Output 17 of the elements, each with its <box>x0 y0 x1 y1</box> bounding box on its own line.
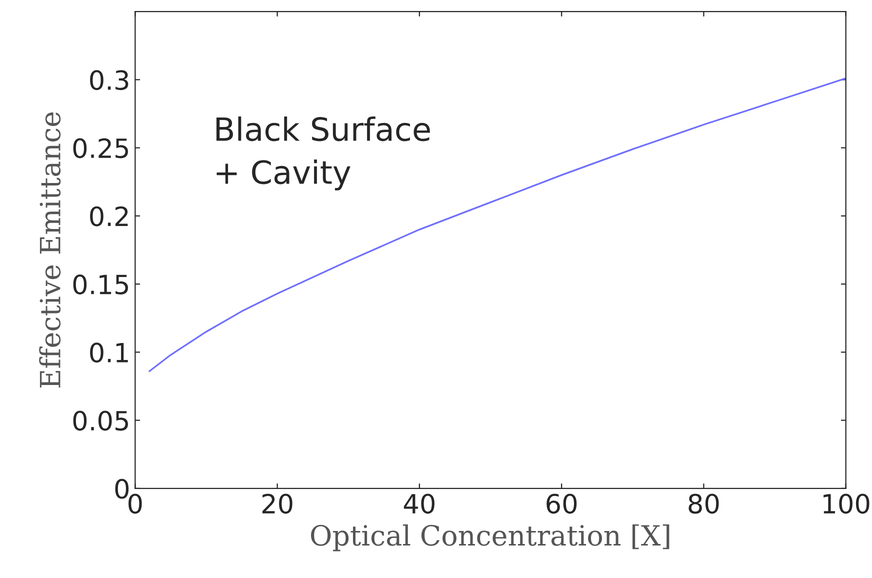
y-tick-label: 0.25 <box>73 138 128 158</box>
x-tick-label: 60 <box>546 494 577 514</box>
x-tick-label: 80 <box>688 494 719 514</box>
line-series <box>148 77 846 372</box>
y-tick-label: 0.2 <box>90 206 128 226</box>
x-tick-label: 0 <box>128 494 142 514</box>
x-tick-label: 40 <box>404 494 434 514</box>
y-tick-label: 0 <box>115 478 129 499</box>
y-tick-label: 0.15 <box>73 274 128 294</box>
y-tick-label: 0.1 <box>90 342 128 363</box>
y-tick-label: 0.05 <box>73 410 128 431</box>
x-tick-label: 20 <box>262 494 292 514</box>
x-tick-label: 100 <box>824 494 870 514</box>
y-axis-title: Effective Emittance <box>39 112 61 388</box>
x-axis-title: Optical Concentration [X] <box>310 524 670 552</box>
y-tick-label: 0.3 <box>90 70 128 90</box>
annotation: Black Surface + Cavity <box>216 116 430 190</box>
